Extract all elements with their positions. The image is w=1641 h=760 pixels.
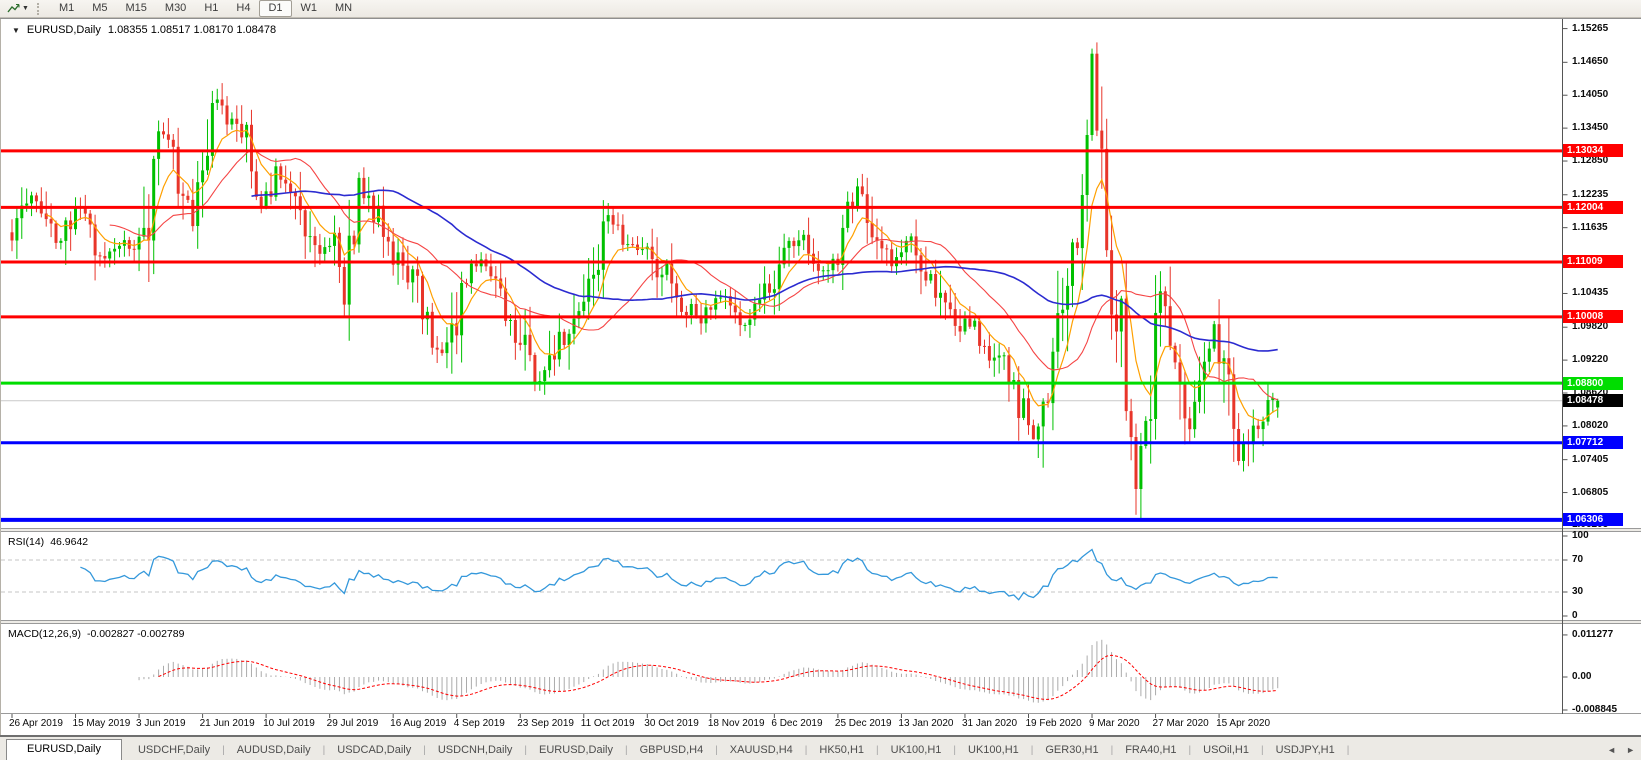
tab-divider: | [804, 745, 808, 756]
chart-tab-11[interactable]: GER30,H1 [1045, 744, 1099, 756]
chart-tab-1[interactable]: USDCHF,Daily [137, 744, 211, 756]
tab-divider: | [953, 745, 956, 756]
chart-tab-9[interactable]: UK100,H1 [890, 744, 942, 756]
rsi-line [80, 548, 1278, 601]
tab-scroll-left-icon[interactable]: ◄ [1607, 745, 1617, 755]
timeframe-buttons: M1 M5 M15 M30 H1 H4 D1 W1 MN [50, 0, 361, 17]
tab-divider: | [625, 745, 628, 756]
tab-divider: | [1346, 745, 1350, 756]
tab-divider: | [1110, 745, 1114, 756]
chart-tab-13[interactable]: USOil,H1 [1203, 744, 1249, 756]
chart-tab-6[interactable]: GBPUSD,H4 [639, 744, 704, 756]
timeframe-button-h1[interactable]: H1 [204, 2, 219, 14]
top-toolbar: ▼ M1 M5 M15 M30 H1 H4 D1 W1 MN [0, 0, 1641, 18]
timeframe-button-w1[interactable]: W1 [300, 2, 318, 14]
chart-tab-5[interactable]: EURUSD,Daily [539, 744, 613, 756]
tab-divider: | [222, 745, 225, 756]
chart-tab-3[interactable]: USDCAD,Daily [337, 744, 412, 756]
chart-tab-14[interactable]: USDJPY,H1 [1275, 744, 1335, 756]
timeframe-button-m15[interactable]: M15 [125, 2, 147, 14]
tab-divider: | [715, 745, 718, 756]
macd-signal-line [158, 654, 1278, 700]
line-chart-icon [7, 4, 20, 13]
timeframe-button-h4[interactable]: H4 [236, 2, 251, 14]
timeframe-button-m30[interactable]: M30 [164, 2, 187, 14]
tab-divider: | [524, 745, 528, 756]
chart-tab-12[interactable]: FRA40,H1 [1125, 744, 1177, 756]
ma-fast-line [45, 129, 1278, 422]
chart-tab-10[interactable]: UK100,H1 [968, 744, 1019, 756]
chart-tab-2[interactable]: AUDUSD,Daily [236, 744, 311, 756]
chevron-down-icon: ▼ [22, 4, 29, 12]
tabs-container: EURUSD,Daily USDCHF,Daily | AUDUSD,Daily | US… [6, 739, 1349, 760]
tab-divider: | [1261, 745, 1264, 756]
chart-tools-button[interactable]: ▼ [3, 1, 32, 17]
tab-divider: | [423, 745, 426, 756]
tab-divider: | [1030, 745, 1034, 756]
chart-tab-8[interactable]: HK50,H1 [819, 744, 865, 756]
timeframe-button-m5[interactable]: M5 [92, 2, 108, 14]
tab-divider: | [322, 745, 326, 756]
chart-tab-0[interactable]: EURUSD,Daily [6, 739, 122, 760]
tab-divider: | [1188, 745, 1192, 756]
timeframe-button-mn[interactable]: MN [335, 2, 353, 14]
chart-tab-7[interactable]: XAUUSD,H4 [729, 744, 793, 756]
tab-scroll-arrows: ◄ ► [1607, 745, 1635, 755]
toolbar-grip [36, 2, 43, 15]
tab-divider: | [876, 745, 879, 756]
chart-tab-bar: EURUSD,Daily USDCHF,Daily | AUDUSD,Daily | US… [0, 736, 1641, 760]
macd-histogram [138, 639, 1279, 703]
chart-tab-4[interactable]: USDCNH,Daily [437, 744, 513, 756]
tab-scroll-right-icon[interactable]: ► [1626, 745, 1635, 755]
timeframe-button-d1[interactable]: D1 [259, 0, 292, 17]
timeframe-button-m1[interactable]: M1 [58, 2, 75, 14]
